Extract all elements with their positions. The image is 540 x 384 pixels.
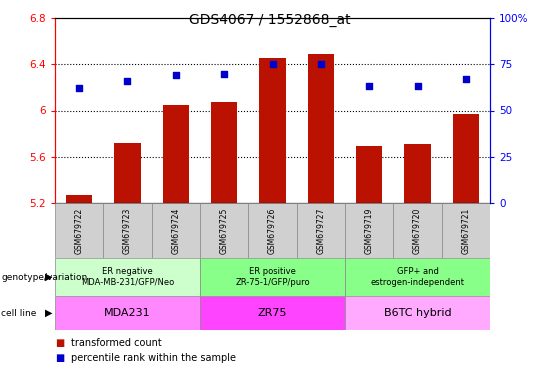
Point xyxy=(462,76,470,82)
Bar xyxy=(103,203,152,258)
Text: ▶: ▶ xyxy=(45,308,52,318)
Text: ER positive
ZR-75-1/GFP/puro: ER positive ZR-75-1/GFP/puro xyxy=(235,267,310,287)
Text: ▶: ▶ xyxy=(45,272,52,282)
Bar xyxy=(296,203,345,258)
Text: genotype/variation: genotype/variation xyxy=(1,273,87,281)
Point xyxy=(413,83,422,89)
Bar xyxy=(55,203,103,258)
Text: GSM679721: GSM679721 xyxy=(461,207,470,253)
Bar xyxy=(200,203,248,258)
Bar xyxy=(259,58,286,203)
Bar xyxy=(114,143,141,203)
Bar xyxy=(453,114,479,203)
Bar xyxy=(200,296,345,330)
Text: GSM679725: GSM679725 xyxy=(220,207,228,254)
Bar xyxy=(163,105,189,203)
Bar xyxy=(55,258,200,296)
Text: ZR75: ZR75 xyxy=(258,308,287,318)
Point xyxy=(75,85,84,91)
Point xyxy=(268,61,277,67)
Bar xyxy=(200,258,345,296)
Bar xyxy=(248,203,296,258)
Bar xyxy=(55,296,200,330)
Text: GDS4067 / 1552868_at: GDS4067 / 1552868_at xyxy=(189,13,351,27)
Bar xyxy=(404,144,431,203)
Bar xyxy=(345,258,490,296)
Text: percentile rank within the sample: percentile rank within the sample xyxy=(71,353,236,363)
Text: GSM679723: GSM679723 xyxy=(123,207,132,254)
Text: GFP+ and
estrogen-independent: GFP+ and estrogen-independent xyxy=(370,267,464,287)
Bar xyxy=(66,195,92,203)
Text: ■: ■ xyxy=(55,353,64,363)
Text: GSM679724: GSM679724 xyxy=(171,207,180,254)
Text: GSM679720: GSM679720 xyxy=(413,207,422,254)
Bar xyxy=(442,203,490,258)
Bar xyxy=(211,103,238,203)
Text: ER negative
MDA-MB-231/GFP/Neo: ER negative MDA-MB-231/GFP/Neo xyxy=(81,267,174,287)
Text: GSM679722: GSM679722 xyxy=(75,207,84,253)
Bar xyxy=(345,203,393,258)
Point xyxy=(316,61,325,67)
Text: GSM679719: GSM679719 xyxy=(364,207,374,254)
Point xyxy=(172,72,180,78)
Bar xyxy=(152,203,200,258)
Text: MDA231: MDA231 xyxy=(104,308,151,318)
Text: GSM679726: GSM679726 xyxy=(268,207,277,254)
Bar xyxy=(393,203,442,258)
Point xyxy=(365,83,374,89)
Point xyxy=(220,70,228,76)
Bar xyxy=(345,296,490,330)
Bar xyxy=(308,54,334,203)
Text: GSM679727: GSM679727 xyxy=(316,207,325,254)
Point xyxy=(123,78,132,84)
Text: cell line: cell line xyxy=(1,308,37,318)
Text: transformed count: transformed count xyxy=(71,338,162,348)
Text: B6TC hybrid: B6TC hybrid xyxy=(384,308,451,318)
Text: ■: ■ xyxy=(55,338,64,348)
Bar xyxy=(356,146,382,203)
